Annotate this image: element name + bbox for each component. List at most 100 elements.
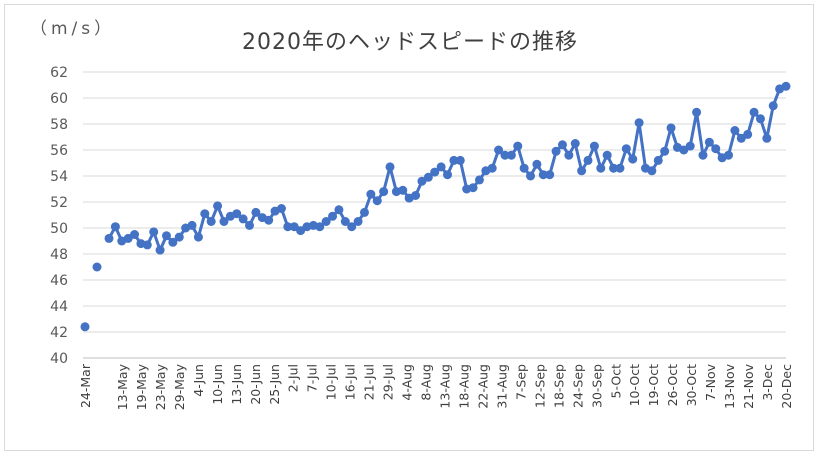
data-point [628, 154, 638, 164]
data-point [538, 170, 548, 180]
data-point [398, 185, 408, 195]
x-tick-label: 19-May [134, 363, 149, 410]
data-point [506, 150, 516, 160]
x-tick-label: 10-Jul [324, 364, 339, 400]
data-point [781, 81, 791, 91]
x-tick-label: 5-Oct [608, 364, 623, 399]
x-tick-label: 12-Sep [532, 364, 547, 408]
data-point [251, 207, 261, 217]
data-point [557, 140, 567, 150]
data-point [755, 114, 765, 124]
y-tick-label: 46 [50, 273, 68, 289]
x-axis: 24-Mar 13-May 19-May 23-May 29-May 4-Jun 10-Ju… [78, 363, 794, 410]
data-point [602, 150, 612, 160]
data-point [430, 167, 440, 177]
x-tick-label: 7-Sep [513, 364, 528, 400]
data-point [494, 145, 504, 155]
x-tick-label: 4-Jun [191, 364, 206, 397]
data-point [168, 237, 178, 247]
data-point [110, 222, 120, 232]
data-point [232, 209, 242, 219]
data-point [142, 240, 152, 250]
x-tick-label: 19-Oct [646, 364, 661, 406]
gridlines [83, 71, 786, 359]
data-point [80, 322, 90, 332]
data-point [372, 196, 382, 206]
data-point [455, 155, 465, 165]
data-point [647, 166, 657, 176]
y-tick-label: 62 [50, 65, 68, 81]
y-tick-label: 60 [50, 91, 68, 107]
data-point [711, 144, 721, 154]
data-point [704, 137, 714, 147]
x-tick-label: 18-Aug [456, 364, 471, 409]
data-point [193, 232, 203, 242]
data-point [532, 159, 542, 169]
data-point [245, 220, 255, 230]
data-point [359, 207, 369, 217]
data-point [743, 129, 753, 139]
x-tick-label: 10-Oct [627, 364, 642, 406]
x-tick-label: 23-May [153, 363, 168, 410]
data-point [545, 170, 555, 180]
x-tick-label: 29-Jul [381, 364, 396, 400]
data-point [366, 189, 376, 199]
plot-area [80, 81, 791, 332]
data-point [570, 139, 580, 148]
data-point [500, 150, 510, 160]
data-point [449, 155, 459, 165]
data-point [685, 141, 695, 151]
data-point [621, 144, 631, 154]
x-tick-label: 8-Aug [419, 364, 434, 401]
data-point [340, 217, 350, 226]
data-point [315, 222, 325, 232]
x-tick-label: 13-Nov [722, 363, 737, 408]
y-tick-label: 48 [50, 247, 68, 263]
data-point [283, 222, 293, 232]
data-point [762, 133, 772, 143]
y-tick-label: 52 [50, 195, 68, 211]
x-tick-label: 24-Mar [78, 363, 93, 408]
data-point [92, 262, 102, 272]
data-point [724, 150, 734, 160]
data-point [200, 209, 210, 219]
data-point [589, 141, 599, 151]
x-tick-label: 13-May [115, 363, 130, 410]
data-point [334, 205, 344, 215]
data-point [634, 118, 644, 128]
x-tick-label: 20-Jun [248, 364, 263, 405]
data-point [276, 204, 286, 213]
data-point [423, 172, 433, 182]
data-point [219, 217, 229, 226]
y-tick-label: 50 [50, 221, 68, 237]
data-point [730, 126, 740, 135]
x-tick-label: 2-Jul [286, 364, 301, 392]
data-point [519, 163, 529, 173]
x-tick-label: 13-Aug [438, 364, 453, 409]
x-tick-label: 4-Aug [400, 364, 415, 401]
data-point [468, 183, 478, 193]
data-point [583, 155, 593, 165]
y-tick-label: 54 [50, 169, 68, 185]
data-point [149, 227, 159, 237]
x-tick-label: 31-Aug [494, 364, 509, 409]
y-tick-label: 58 [50, 117, 68, 133]
data-point [526, 171, 536, 181]
data-point [264, 215, 274, 225]
data-point [411, 191, 421, 200]
data-point [353, 217, 363, 226]
x-tick-label: 18-Sep [551, 364, 566, 408]
data-point [666, 123, 676, 133]
data-point [653, 155, 663, 165]
x-tick-label: 16-Jul [343, 364, 358, 400]
x-tick-label: 13-Jun [229, 364, 244, 405]
x-tick-label: 30-Oct [684, 364, 699, 406]
data-point [443, 170, 452, 180]
data-point [104, 233, 114, 243]
data-point [749, 107, 759, 117]
data-point [615, 163, 625, 173]
x-tick-label: 21-Jul [362, 364, 377, 400]
x-tick-label: 10-Jun [210, 364, 225, 405]
x-tick-label: 29-May [172, 363, 187, 410]
